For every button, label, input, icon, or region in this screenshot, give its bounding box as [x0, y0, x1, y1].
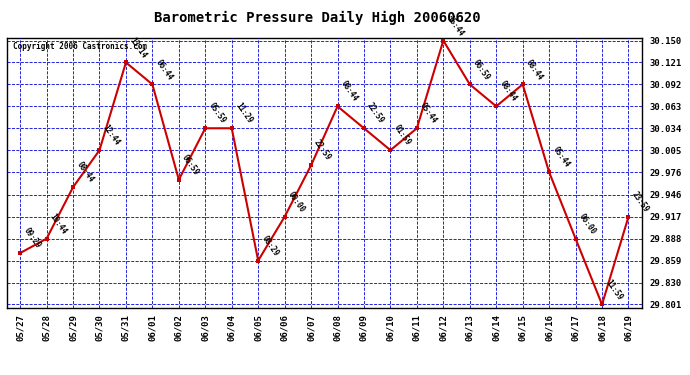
Point — [332, 104, 343, 110]
Text: 08:44: 08:44 — [497, 80, 518, 104]
Point — [173, 177, 184, 183]
Point — [306, 162, 317, 168]
Text: 08:44: 08:44 — [75, 160, 95, 184]
Text: 08:44: 08:44 — [524, 57, 544, 82]
Point — [597, 302, 608, 307]
Point — [623, 214, 634, 220]
Point — [41, 236, 52, 242]
Text: 06:59: 06:59 — [180, 153, 201, 177]
Point — [359, 125, 370, 131]
Text: 10:44: 10:44 — [48, 212, 68, 236]
Point — [14, 250, 26, 256]
Point — [411, 125, 422, 131]
Text: 09:29: 09:29 — [21, 226, 42, 250]
Point — [279, 214, 290, 220]
Text: Copyright 2006 Castronics.com: Copyright 2006 Castronics.com — [13, 42, 148, 51]
Point — [94, 147, 105, 153]
Point — [385, 147, 396, 153]
Text: 23:59: 23:59 — [630, 190, 651, 214]
Text: 05:59: 05:59 — [207, 101, 227, 126]
Point — [438, 38, 449, 44]
Point — [226, 125, 237, 131]
Text: 06:00: 06:00 — [577, 212, 598, 236]
Text: 01:59: 01:59 — [392, 123, 413, 147]
Point — [570, 236, 581, 242]
Text: 05:44: 05:44 — [418, 101, 439, 126]
Point — [518, 81, 529, 87]
Text: 06:59: 06:59 — [471, 57, 492, 82]
Text: 08:44: 08:44 — [339, 80, 359, 104]
Point — [491, 104, 502, 110]
Text: 15:44: 15:44 — [445, 13, 465, 38]
Text: 22:59: 22:59 — [366, 101, 386, 126]
Text: 22:59: 22:59 — [313, 138, 333, 162]
Text: Barometric Pressure Daily High 20060620: Barometric Pressure Daily High 20060620 — [154, 11, 481, 26]
Text: 06:44: 06:44 — [154, 57, 175, 82]
Text: 11:59: 11:59 — [604, 278, 624, 302]
Point — [253, 258, 264, 264]
Text: 05:44: 05:44 — [551, 145, 571, 170]
Point — [68, 184, 79, 190]
Text: 08:29: 08:29 — [259, 234, 280, 258]
Point — [121, 60, 132, 66]
Text: 00:00: 00:00 — [286, 190, 306, 214]
Text: 12:44: 12:44 — [101, 123, 121, 147]
Point — [200, 125, 211, 131]
Point — [147, 81, 158, 87]
Point — [464, 81, 475, 87]
Text: 11:29: 11:29 — [233, 101, 254, 126]
Point — [544, 169, 555, 175]
Text: 13:14: 13:14 — [128, 36, 148, 60]
